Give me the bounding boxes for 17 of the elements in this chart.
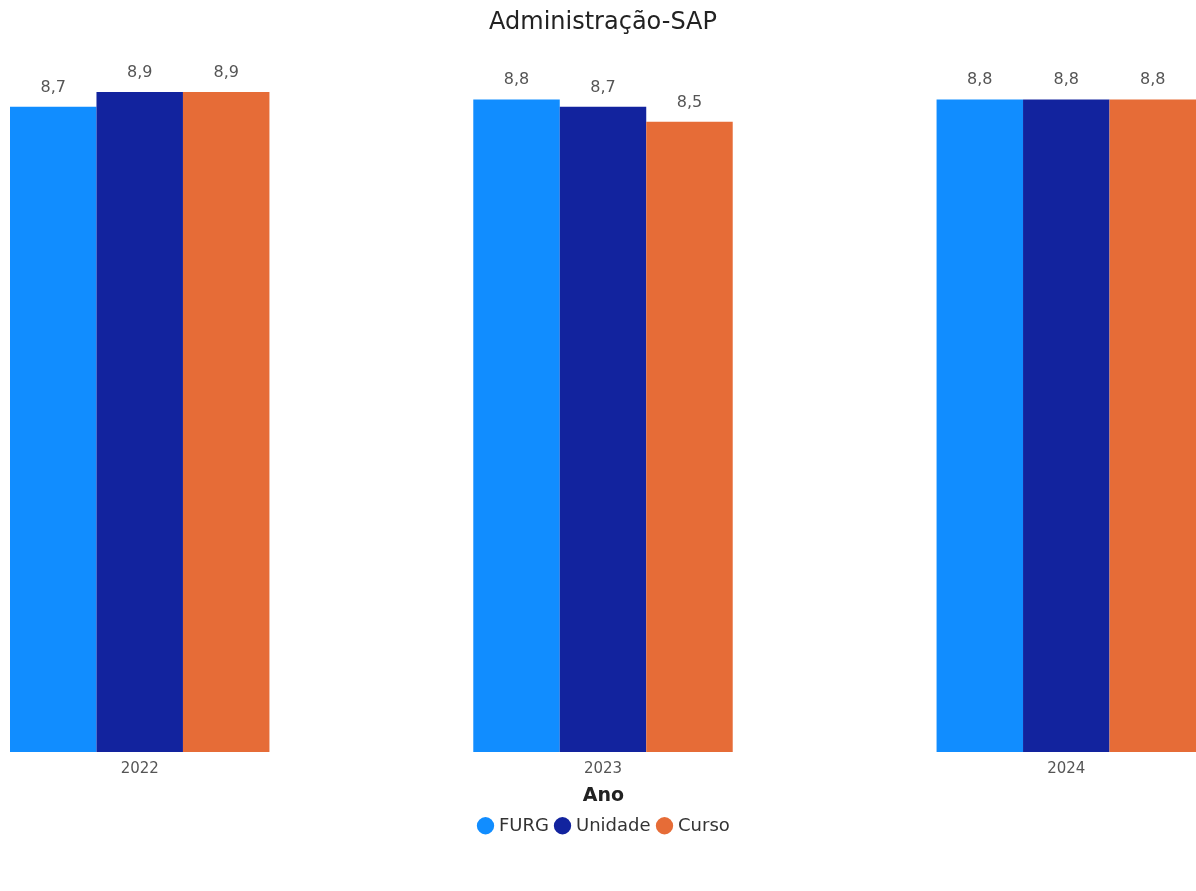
legend-label: Curso [678, 813, 730, 835]
chart-title: Administração-SAP [489, 7, 717, 35]
data-label: 8,8 [503, 69, 530, 89]
x-tick-label: 2022 [120, 758, 159, 777]
data-label: 8,5 [676, 91, 703, 111]
legend-label: FURG [499, 813, 549, 835]
data-label: 8,7 [590, 76, 616, 96]
data-label: 8,8 [967, 69, 993, 89]
data-label: 8,9 [126, 62, 153, 81]
data-label: 8,8 [1053, 69, 1080, 89]
data-label: 8,8 [1140, 69, 1166, 89]
x-axis-title: Ano [582, 782, 625, 805]
data-label: 8,7 [40, 76, 66, 96]
x-tick-label: 2024 [1047, 758, 1086, 777]
data-label: 8,9 [213, 62, 239, 81]
legend-label: Unidade [576, 813, 651, 835]
x-tick-label: 2023 [583, 758, 623, 777]
